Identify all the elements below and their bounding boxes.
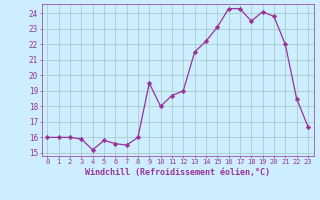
X-axis label: Windchill (Refroidissement éolien,°C): Windchill (Refroidissement éolien,°C) [85,168,270,177]
